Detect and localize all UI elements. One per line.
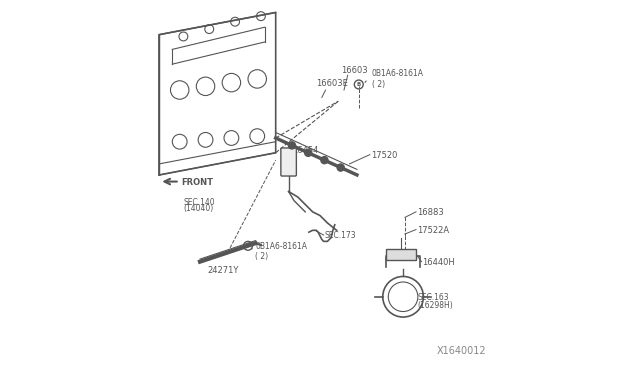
Text: FRONT: FRONT <box>182 178 214 187</box>
Text: SEC.173: SEC.173 <box>324 231 356 240</box>
Circle shape <box>305 149 312 157</box>
Text: B: B <box>356 82 361 87</box>
Text: 24271Y: 24271Y <box>207 266 239 275</box>
Text: SEC.140: SEC.140 <box>184 198 215 207</box>
Text: 0B1A6-8161A
( 2): 0B1A6-8161A ( 2) <box>372 69 424 89</box>
Circle shape <box>321 157 328 164</box>
Text: 16454: 16454 <box>292 146 319 155</box>
Text: X1640012: X1640012 <box>436 346 486 356</box>
Circle shape <box>337 164 344 171</box>
Text: 16603E: 16603E <box>316 79 348 88</box>
Text: (16298H): (16298H) <box>418 301 454 311</box>
Text: SEC.163: SEC.163 <box>418 294 449 302</box>
FancyBboxPatch shape <box>387 249 416 260</box>
Text: 16883: 16883 <box>417 208 444 217</box>
Text: 17522A: 17522A <box>417 226 449 235</box>
Text: 16440H: 16440H <box>422 258 455 267</box>
Text: B: B <box>246 243 250 248</box>
Text: 17520: 17520 <box>371 151 397 160</box>
Text: 0B1A6-8161A
( 2): 0B1A6-8161A ( 2) <box>255 242 307 262</box>
Text: (14040): (14040) <box>184 203 214 213</box>
FancyBboxPatch shape <box>281 148 296 176</box>
Text: 16603: 16603 <box>341 66 368 75</box>
Circle shape <box>288 142 296 149</box>
